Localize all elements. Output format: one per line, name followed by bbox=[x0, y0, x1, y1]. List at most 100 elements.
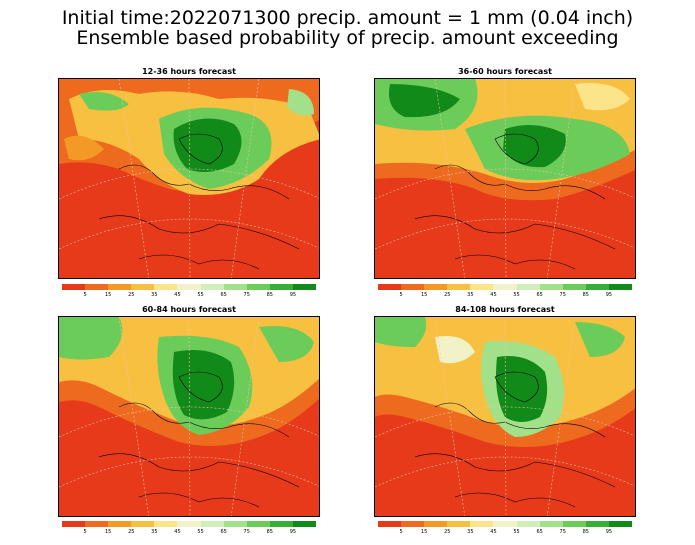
colorbar-tick-label: 5 bbox=[83, 529, 87, 535]
colorbar-tick-label: 65 bbox=[220, 292, 227, 298]
colorbar-tick-label: 85 bbox=[582, 292, 589, 298]
colorbar-tick-label: 35 bbox=[151, 292, 158, 298]
colorbar-swatch bbox=[401, 521, 425, 527]
colorbar-swatch bbox=[378, 521, 402, 527]
probability-map-60-84 bbox=[58, 316, 320, 517]
colorbar-swatch bbox=[177, 521, 201, 527]
colorbar-labels-36-60: 5 15 25 35 45 55 65 75 85 95 bbox=[378, 292, 632, 300]
colorbar-tick-label: 75 bbox=[243, 292, 250, 298]
colorbar-swatch bbox=[200, 521, 224, 527]
colorbar-tick-label: 25 bbox=[444, 292, 451, 298]
probability-map-84-108 bbox=[374, 316, 636, 517]
colorbar-labels-84-108: 5 15 25 35 45 55 65 75 85 95 bbox=[378, 529, 632, 537]
colorbar-tick-label: 5 bbox=[83, 292, 87, 298]
chart-title-line-2: Ensemble based probability of precip. am… bbox=[76, 27, 619, 49]
colorbar-swatch bbox=[108, 521, 132, 527]
colorbar-swatch bbox=[470, 284, 494, 290]
panel-title-84-108: 84-108 hours forecast bbox=[455, 305, 555, 314]
colorbar-swatch bbox=[608, 284, 633, 290]
colorbar-60-84 bbox=[62, 521, 317, 527]
colorbar-swatch bbox=[269, 284, 293, 290]
colorbar-swatch bbox=[562, 521, 586, 527]
colorbar-swatch bbox=[85, 284, 109, 290]
colorbar-labels-60-84: 5 15 25 35 45 55 65 75 85 95 bbox=[62, 529, 316, 537]
colorbar-swatch bbox=[470, 521, 494, 527]
colorbar-tick-label: 15 bbox=[420, 292, 428, 298]
colorbar-swatch bbox=[223, 521, 247, 527]
colorbar-tick-label: 15 bbox=[104, 529, 112, 535]
colorbar-tick-label: 75 bbox=[559, 292, 566, 298]
colorbar-swatch bbox=[223, 284, 247, 290]
probability-map-36-60 bbox=[374, 78, 636, 279]
colorbar-swatch bbox=[177, 284, 201, 290]
colorbar-tick-label: 65 bbox=[536, 529, 543, 535]
colorbar-swatch bbox=[539, 521, 563, 527]
colorbar-tick-label: 45 bbox=[174, 529, 181, 535]
colorbar-swatch bbox=[85, 521, 109, 527]
colorbar-swatch bbox=[447, 284, 471, 290]
colorbar-tick-label: 95 bbox=[289, 292, 297, 298]
colorbar-tick-label: 35 bbox=[467, 292, 474, 298]
colorbar-swatch bbox=[269, 521, 293, 527]
colorbar-tick-label: 85 bbox=[266, 292, 273, 298]
colorbar-swatch bbox=[562, 284, 586, 290]
colorbar-swatch bbox=[246, 521, 270, 527]
colorbar-tick-label: 95 bbox=[289, 529, 297, 535]
colorbar-tick-label: 25 bbox=[128, 292, 135, 298]
colorbar-swatch bbox=[292, 521, 317, 527]
colorbar-swatch bbox=[585, 284, 609, 290]
colorbar-swatch bbox=[493, 521, 517, 527]
colorbar-swatch bbox=[154, 521, 178, 527]
colorbar-swatch bbox=[154, 284, 178, 290]
colorbar-tick-label: 45 bbox=[490, 529, 497, 535]
colorbar-swatch bbox=[246, 284, 270, 290]
colorbar-tick-label: 95 bbox=[605, 292, 613, 298]
colorbar-swatch bbox=[424, 521, 448, 527]
colorbar-swatch bbox=[539, 284, 563, 290]
colorbar-swatch bbox=[131, 521, 155, 527]
colorbar-tick-label: 55 bbox=[197, 529, 204, 535]
colorbar-tick-label: 75 bbox=[559, 529, 566, 535]
colorbar-swatch bbox=[447, 521, 471, 527]
colorbar-swatch bbox=[292, 284, 317, 290]
colorbar-tick-label: 75 bbox=[243, 529, 250, 535]
colorbar-swatch bbox=[62, 521, 86, 527]
colorbar-tick-label: 55 bbox=[513, 529, 520, 535]
map-graphic bbox=[375, 79, 635, 278]
colorbar-swatch bbox=[401, 284, 425, 290]
panel-title-12-36: 12-36 hours forecast bbox=[142, 67, 236, 76]
colorbar-swatch bbox=[516, 284, 540, 290]
colorbar-tick-label: 85 bbox=[266, 529, 273, 535]
colorbar-tick-label: 55 bbox=[513, 292, 520, 298]
map-graphic bbox=[59, 317, 319, 516]
colorbar-tick-label: 5 bbox=[399, 292, 403, 298]
colorbar-tick-label: 25 bbox=[444, 529, 451, 535]
probability-map-12-36 bbox=[58, 78, 320, 279]
colorbar-swatch bbox=[108, 284, 132, 290]
colorbar-swatch bbox=[378, 284, 402, 290]
colorbar-swatch bbox=[62, 284, 86, 290]
colorbar-tick-label: 85 bbox=[582, 529, 589, 535]
chart-title-line-1: Initial time:2022071300 precip. amount =… bbox=[61, 7, 634, 29]
panel-title-60-84: 60-84 hours forecast bbox=[142, 305, 236, 314]
colorbar-swatch bbox=[608, 521, 633, 527]
colorbar-tick-label: 45 bbox=[490, 292, 497, 298]
colorbar-tick-label: 15 bbox=[420, 529, 428, 535]
colorbar-labels-12-36: 5 15 25 35 45 55 65 75 85 95 bbox=[62, 292, 316, 300]
colorbar-tick-label: 35 bbox=[467, 529, 474, 535]
colorbar-swatch bbox=[424, 284, 448, 290]
colorbar-tick-label: 25 bbox=[128, 529, 135, 535]
colorbar-tick-label: 35 bbox=[151, 529, 158, 535]
colorbar-tick-label: 95 bbox=[605, 529, 613, 535]
panel-title-36-60: 36-60 hours forecast bbox=[458, 67, 552, 76]
colorbar-swatch bbox=[131, 284, 155, 290]
colorbar-tick-label: 65 bbox=[220, 529, 227, 535]
colorbar-tick-label: 45 bbox=[174, 292, 181, 298]
colorbar-swatch bbox=[200, 284, 224, 290]
colorbar-swatch bbox=[493, 284, 517, 290]
colorbar-12-36 bbox=[62, 284, 317, 290]
colorbar-tick-label: 65 bbox=[536, 292, 543, 298]
colorbar-swatch bbox=[585, 521, 609, 527]
map-graphic bbox=[375, 317, 635, 516]
colorbar-tick-label: 15 bbox=[104, 292, 112, 298]
